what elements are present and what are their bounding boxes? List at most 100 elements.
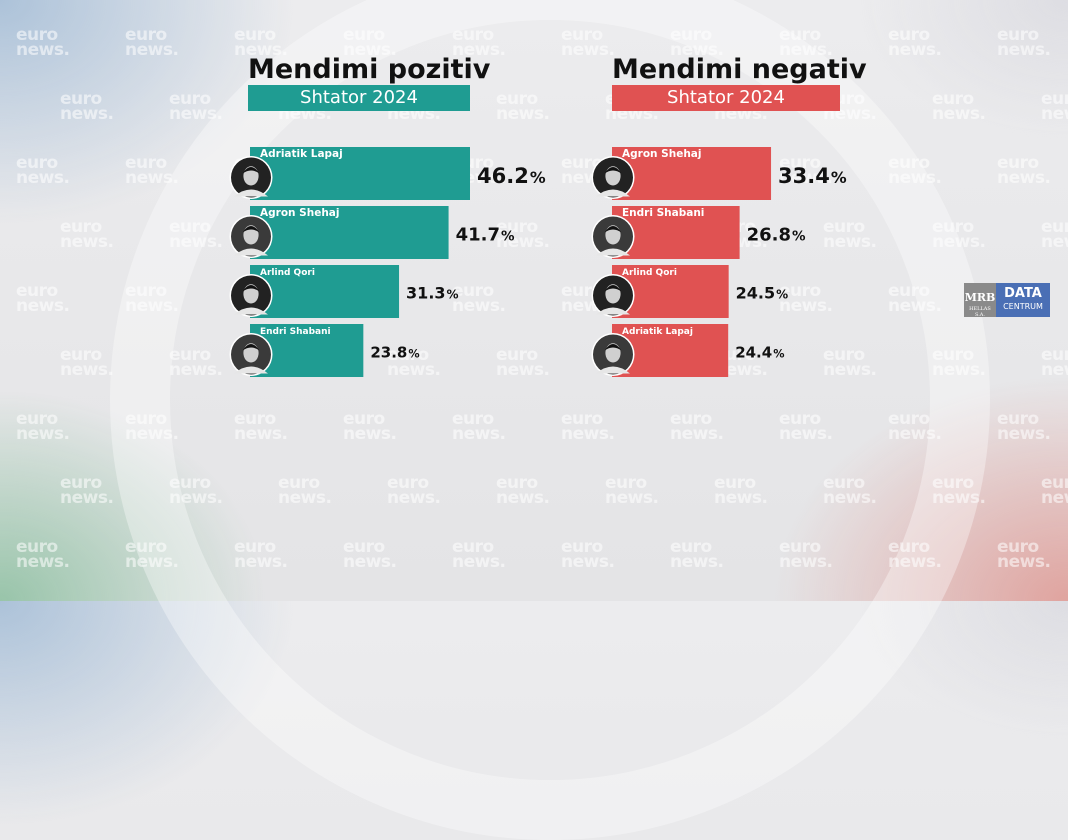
watermark-line-1: euro xyxy=(1041,89,1068,109)
value-number: 41.7 xyxy=(456,225,500,246)
bar-row: Arlind Qori 31.3% xyxy=(229,265,459,318)
candidate-name-label: Adriatik Lapaj xyxy=(260,148,343,160)
mrb-logo-subtext: HELLAS S.A. xyxy=(969,306,991,318)
watermark-line-2: news. xyxy=(932,104,986,124)
value-number: 31.3 xyxy=(406,284,445,303)
watermark-line-1: euro xyxy=(16,281,58,301)
bar xyxy=(250,206,449,259)
avatar-hair xyxy=(242,167,260,174)
watermark-line-2: news. xyxy=(1041,360,1068,380)
value-number: 23.8 xyxy=(370,343,407,361)
value-label: 24.5% xyxy=(736,284,789,303)
positive-opinion-bar-chart: Adriatik Lapaj 46.2% Agron Shehaj 41.7% Arli… xyxy=(229,147,546,377)
avatar-hair xyxy=(604,226,622,233)
candidate-name-label: Arlind Qori xyxy=(622,268,677,278)
candidate-name-label: Endri Shabani xyxy=(260,327,331,337)
candidate-name-label: Arlind Qori xyxy=(260,268,315,278)
watermark-line-1: euro xyxy=(1041,473,1068,493)
value-label: 24.4% xyxy=(735,343,784,361)
value-label: 33.4% xyxy=(778,164,847,188)
watermark-line-1: euro xyxy=(997,537,1039,557)
watermark-line-1: euro xyxy=(16,409,58,429)
value-label: 23.8% xyxy=(370,343,419,361)
bar-row: Adriatik Lapaj 46.2% xyxy=(229,147,546,200)
watermark-line-2: news. xyxy=(60,104,114,124)
watermark-line-2: news. xyxy=(16,296,70,316)
value-number: 46.2 xyxy=(477,164,529,188)
value-unit: % xyxy=(792,229,806,245)
watermark-line-2: news. xyxy=(997,424,1051,444)
watermark-line-1: euro xyxy=(997,25,1039,45)
watermark-line-1: euro xyxy=(60,473,102,493)
avatar-hair xyxy=(242,344,260,351)
positive-panel-subtitle: Shtator 2024 xyxy=(248,85,470,111)
watermark-line-2: news. xyxy=(16,424,70,444)
avatar-hair xyxy=(604,285,622,292)
bar-row: Agron Shehaj 33.4% xyxy=(591,147,847,200)
watermark-line-1: euro xyxy=(1041,217,1068,237)
watermark-line-2: news. xyxy=(125,40,179,60)
data-centrum-logo-block: DATA CENTRUM xyxy=(996,283,1050,317)
watermark-line-1: euro xyxy=(16,537,58,557)
bar-row: Endri Shabani 23.8% xyxy=(229,324,420,377)
avatar-shoulders xyxy=(596,307,630,315)
candidate-name-label: Endri Shabani xyxy=(622,207,704,219)
bar xyxy=(250,147,470,200)
candidate-name-label: Adriatik Lapaj xyxy=(622,327,693,337)
value-unit: % xyxy=(501,229,515,245)
value-label: 26.8% xyxy=(747,225,806,246)
value-unit: % xyxy=(408,347,419,360)
watermark-line-1: euro xyxy=(60,345,102,365)
avatar-shoulders xyxy=(596,248,630,256)
watermark-line-2: news. xyxy=(888,40,942,60)
watermark-line-2: news. xyxy=(16,168,70,188)
centrum-logo-text: CENTRUM xyxy=(1003,302,1043,311)
watermark-line-2: news. xyxy=(997,40,1051,60)
value-number: 33.4 xyxy=(778,164,830,188)
watermark-line-1: euro xyxy=(125,25,167,45)
negative-panel-title: Mendimi negativ xyxy=(612,54,867,85)
value-number: 26.8 xyxy=(747,225,791,246)
bar-row: Agron Shehaj 41.7% xyxy=(229,206,515,259)
value-number: 24.4 xyxy=(735,343,772,361)
bar xyxy=(612,147,772,200)
value-unit: % xyxy=(776,288,788,302)
bar-row: Endri Shabani 26.8% xyxy=(591,206,806,259)
watermark-line-2: news. xyxy=(16,40,70,60)
watermark-line-1: euro xyxy=(60,217,102,237)
data-logo-text: DATA xyxy=(1004,286,1042,301)
candidate-name-label: Agron Shehaj xyxy=(260,207,339,219)
avatar-hair xyxy=(604,167,622,174)
watermark-line-1: euro xyxy=(16,25,58,45)
watermark-line-2: news. xyxy=(1041,232,1068,252)
avatar-hair xyxy=(242,226,260,233)
watermark-line-2: news. xyxy=(997,168,1051,188)
value-unit: % xyxy=(831,168,847,187)
negative-panel-subtitle: Shtator 2024 xyxy=(612,85,840,111)
value-unit: % xyxy=(530,168,546,187)
bar-row: Adriatik Lapaj 24.4% xyxy=(591,324,784,377)
value-unit: % xyxy=(773,347,784,360)
avatar-hair xyxy=(242,285,260,292)
watermark-line-2: news. xyxy=(60,232,114,252)
watermark-line-1: euro xyxy=(997,409,1039,429)
avatar-shoulders xyxy=(234,189,268,197)
value-label: 31.3% xyxy=(406,284,459,303)
